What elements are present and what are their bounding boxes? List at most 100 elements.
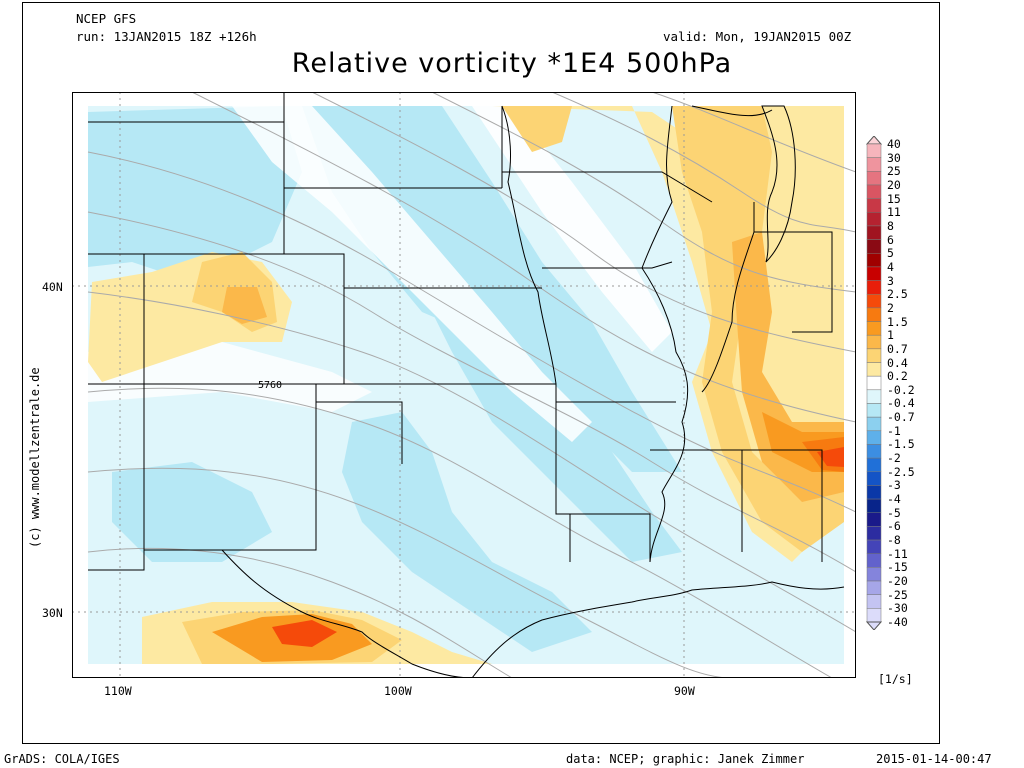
colorbar-tick-label: 40 (887, 137, 901, 151)
colorbar-tick-label: 5 (887, 246, 894, 261)
colorbar-swatch (866, 334, 882, 350)
colorbar-tick-label: 8 (887, 218, 894, 233)
colorbar-tick-label: -15 (887, 560, 908, 575)
colorbar-swatch (866, 608, 882, 623)
colorbar-swatch (866, 293, 882, 309)
lat-label-40n: 40N (42, 280, 63, 294)
colorbar-tick-label: -0.4 (887, 396, 915, 411)
colorbar-tick-label: 25 (887, 164, 901, 179)
colorbar-tick-label: -40 (887, 615, 908, 629)
colorbar-swatch (866, 348, 882, 363)
colorbar-tick-label: 1 (887, 328, 894, 343)
colorbar-tick-label: -1.5 (887, 437, 915, 452)
graticule-lines (72, 92, 856, 678)
colorbar-swatch (866, 266, 882, 281)
colorbar-swatch (866, 171, 882, 186)
contour-label: 5760 (258, 380, 283, 391)
colorbar-swatch (866, 212, 882, 227)
colorbar-tick-label: -8 (887, 533, 901, 548)
colorbar-swatch (866, 157, 882, 172)
colorbar-swatch (866, 403, 882, 418)
plot-frame (22, 2, 940, 744)
colorbar-swatch (866, 594, 882, 609)
colorbar-tick-label: -5 (887, 505, 901, 520)
colorbar-unit: [1/s] (878, 672, 913, 686)
footer-timestamp: 2015-01-14-00:47 (876, 752, 992, 766)
colorbar-top-arrow (866, 136, 883, 145)
lon-label-90w: 90W (674, 684, 695, 698)
colorbar-swatch (866, 457, 882, 473)
colorbar-tick-label: 30 (887, 150, 901, 165)
footer-software: GrADS: COLA/IGES (4, 752, 120, 766)
height-contours (87, 92, 856, 678)
colorbar-swatch (866, 375, 882, 391)
colorbar-tick-label: 2 (887, 300, 894, 315)
colorbar-swatch (866, 430, 882, 445)
credit-text: (c) www.modellzentrale.de (28, 367, 42, 548)
colorbar-tick-label: 6 (887, 232, 894, 247)
lon-label-110w: 110W (104, 684, 132, 698)
colorbar (866, 136, 883, 630)
neutral-band-a (232, 106, 592, 442)
colorbar-bottom-arrow (866, 621, 883, 630)
colorbar-tick-label: -25 (887, 587, 908, 602)
colorbar-swatch (866, 253, 882, 268)
run-info: run: 13JAN2015 18Z +126h (76, 29, 257, 44)
positive-vorticity (88, 106, 844, 664)
vort-band-south (342, 412, 592, 652)
footer-credit: data: NCEP; graphic: Janek Zimmer (566, 752, 805, 766)
colorbar-swatch (866, 225, 882, 240)
state-borders (88, 92, 833, 571)
colorbar-tick-label: 0.2 (887, 369, 908, 384)
colorbar-tick-label: 20 (887, 177, 901, 192)
colorbar-tick-label: 4 (887, 259, 894, 274)
colorbar-tick-label: -4 (887, 492, 901, 507)
colorbar-tick-label: -20 (887, 574, 908, 589)
colorbar-tick-label: 1.5 (887, 314, 908, 329)
colorbar-swatch (866, 567, 882, 582)
colorbar-swatch (866, 307, 882, 322)
vort-band-southwest (112, 462, 272, 562)
colorbar-swatch (866, 280, 882, 295)
colorbar-swatch (866, 526, 882, 541)
colorbar-swatch (866, 539, 882, 554)
colorbar-tick-label: 0.7 (887, 341, 908, 356)
colorbar-swatch (866, 389, 882, 404)
colorbar-tick-label: -6 (887, 519, 901, 534)
colorbar-swatch (866, 444, 882, 459)
colorbar-swatch (866, 580, 882, 595)
colorbar-swatch (866, 485, 882, 500)
neutral-band-b (472, 106, 672, 352)
lake-michigan (761, 105, 796, 263)
valid-time: valid: Mon, 19JAN2015 00Z (663, 29, 852, 44)
colorbar-tick-label: 3 (887, 273, 894, 288)
colorbar-swatch (866, 362, 882, 377)
colorbar-swatch (866, 239, 882, 254)
lake-superior (691, 105, 773, 117)
colorbar-swatch (866, 553, 882, 568)
colorbar-tick-label: -3 (887, 478, 901, 493)
colorbar-tick-label: 15 (887, 191, 901, 206)
colorbar-swatch (866, 416, 882, 432)
colorbar-swatch (866, 198, 882, 213)
colorbar-tick-label: -11 (887, 546, 908, 561)
mexico-border (221, 549, 473, 678)
colorbar-tick-label: -2.5 (887, 464, 915, 479)
gulf-coastline (471, 581, 845, 678)
colorbar-swatch (866, 498, 882, 513)
lon-label-100w: 100W (384, 684, 412, 698)
lat-label-30n: 30N (42, 606, 63, 620)
model-name: NCEP GFS (76, 11, 137, 26)
vorticity-map (72, 92, 856, 678)
colorbar-swatch (866, 321, 882, 336)
colorbar-tick-label: 0.4 (887, 355, 908, 370)
colorbar-tick-label: 2.5 (887, 287, 908, 302)
colorbar-swatch (866, 471, 882, 486)
chart-title: Relative vorticity *1E4 500hPa (291, 48, 733, 79)
colorbar-tick-label: -30 (887, 601, 908, 616)
colorbar-tick-label: 11 (887, 205, 901, 220)
colorbar-tick-label: -1 (887, 423, 901, 438)
colorbar-swatch (866, 184, 882, 199)
colorbar-tick-label: -2 (887, 451, 901, 466)
colorbar-swatch (866, 143, 882, 158)
